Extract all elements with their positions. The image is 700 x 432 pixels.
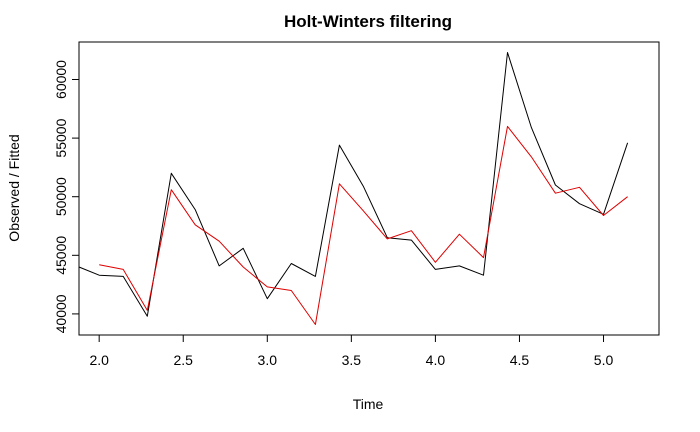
series-layer: [78, 52, 629, 325]
x-axis-label: Time: [353, 396, 384, 412]
chart-title: Holt-Winters filtering: [284, 12, 452, 31]
x-axis: 2.0 2.5 3.0 3.5 4.0 4.5 5.0: [89, 335, 613, 368]
x-tick-label: 2.5: [173, 352, 193, 368]
x-tick-label: 4.0: [426, 352, 446, 368]
x-tick-label: 3.0: [258, 352, 278, 368]
x-tick-label: 5.0: [594, 352, 614, 368]
y-tick-label: 60000: [53, 60, 69, 99]
y-tick-label: 50000: [53, 177, 69, 216]
x-tick-label: 2.0: [89, 352, 109, 368]
x-tick-label: 4.5: [510, 352, 530, 368]
observed-series-line: [78, 52, 629, 317]
y-tick-label: 55000: [53, 118, 69, 157]
y-tick-label: 45000: [53, 236, 69, 275]
y-axis-label: Observed / Fitted: [6, 134, 22, 241]
x-tick-label: 3.5: [342, 352, 362, 368]
fitted-series-line: [99, 125, 628, 325]
y-tick-label: 40000: [53, 294, 69, 333]
plot-frame: [78, 41, 660, 336]
y-axis: 40000 45000 50000 55000 60000: [53, 60, 79, 333]
